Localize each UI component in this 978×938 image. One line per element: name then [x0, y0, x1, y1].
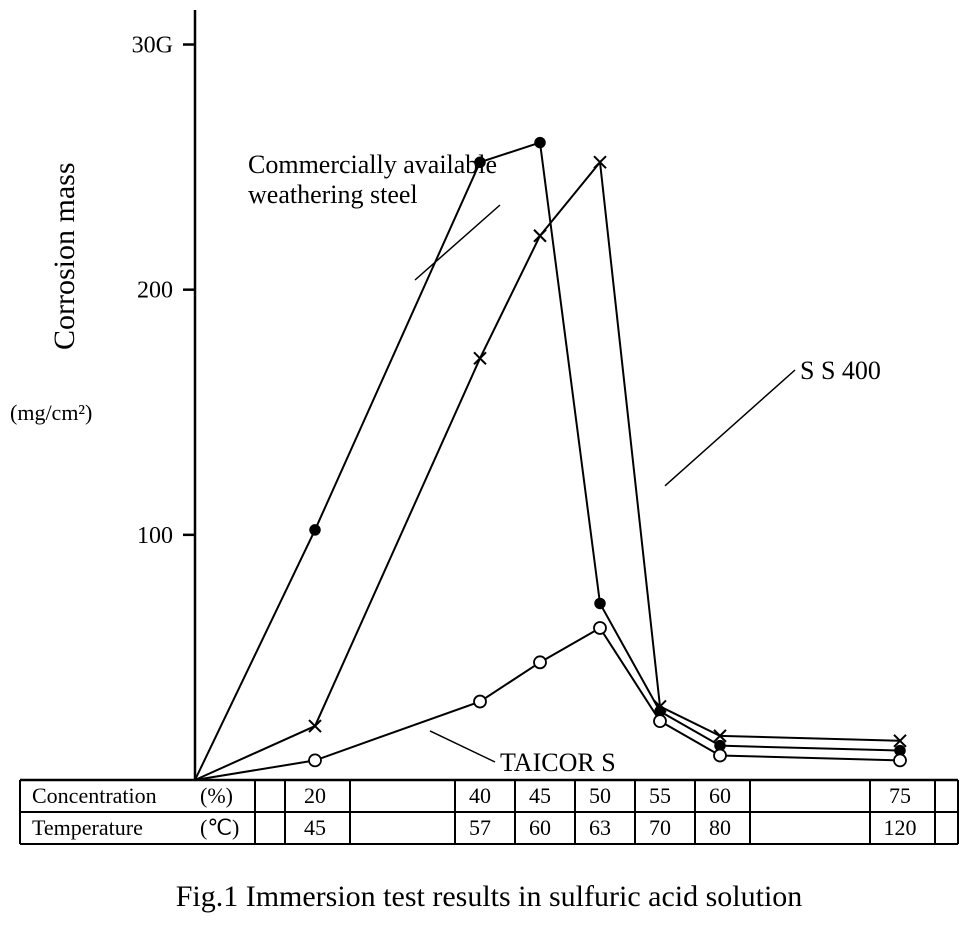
svg-text:30G: 30G — [132, 33, 173, 59]
svg-text:80: 80 — [709, 815, 731, 840]
series-label-weathering-l2: weathering steel — [248, 180, 418, 209]
y-axis-label: Corrosion mass — [48, 163, 82, 351]
y-axis-unit: (mg/cm²) — [10, 400, 92, 426]
svg-text:45: 45 — [304, 815, 326, 840]
svg-text:Concentration: Concentration — [32, 783, 157, 808]
chart-svg: 100 200 30G Concentration (%) 20 40 45 50 55 60 75 T… — [0, 0, 978, 870]
svg-text:(℃): (℃) — [200, 815, 239, 840]
svg-text:60: 60 — [529, 815, 551, 840]
svg-text:(%): (%) — [200, 783, 233, 808]
figure-caption: Fig.1 Immersion test results in sulfuric… — [0, 880, 978, 914]
svg-text:70: 70 — [649, 815, 671, 840]
svg-text:60: 60 — [709, 783, 731, 808]
series-label-weathering: Commercially available weathering steel — [248, 150, 497, 210]
series-label-ss400: S S 400 — [800, 356, 881, 386]
svg-text:63: 63 — [589, 815, 611, 840]
svg-text:75: 75 — [889, 783, 911, 808]
figure-container: Corrosion mass (mg/cm²) Commercially ava… — [0, 0, 978, 938]
series-label-weathering-l1: Commercially available — [248, 150, 497, 179]
svg-text:55: 55 — [649, 783, 671, 808]
svg-text:50: 50 — [589, 783, 611, 808]
svg-text:Temperature: Temperature — [32, 815, 143, 840]
svg-text:20: 20 — [304, 783, 326, 808]
svg-text:57: 57 — [469, 815, 491, 840]
svg-text:200: 200 — [137, 278, 173, 304]
svg-text:120: 120 — [884, 815, 917, 840]
series-label-taicor: TAICOR S — [500, 748, 616, 778]
svg-text:100: 100 — [137, 523, 173, 549]
svg-text:45: 45 — [529, 783, 551, 808]
svg-text:40: 40 — [469, 783, 491, 808]
